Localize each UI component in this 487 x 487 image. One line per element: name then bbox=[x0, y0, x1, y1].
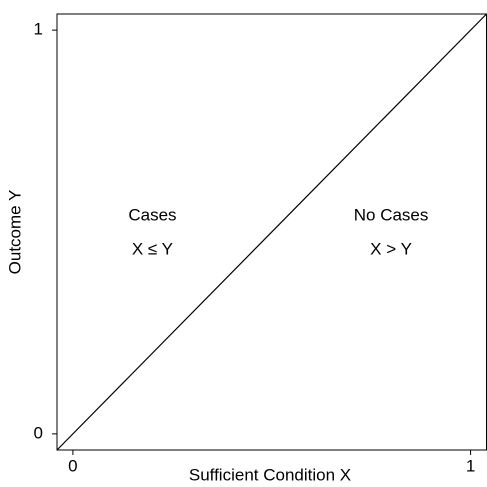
y-axis-label: Outcome Y bbox=[5, 190, 24, 275]
annotation: X > Y bbox=[370, 240, 412, 259]
x-tick-label: 1 bbox=[466, 456, 475, 475]
x-axis-label: Sufficient Condition X bbox=[189, 465, 351, 484]
annotation: X ≤ Y bbox=[132, 240, 173, 259]
line bbox=[56, 13, 487, 451]
annotation: No Cases bbox=[354, 205, 429, 224]
y-tick-label: 1 bbox=[34, 20, 43, 39]
y-tick-label: 0 bbox=[34, 423, 43, 442]
x-tick-label: 0 bbox=[68, 456, 77, 475]
annotation: Cases bbox=[128, 205, 176, 224]
